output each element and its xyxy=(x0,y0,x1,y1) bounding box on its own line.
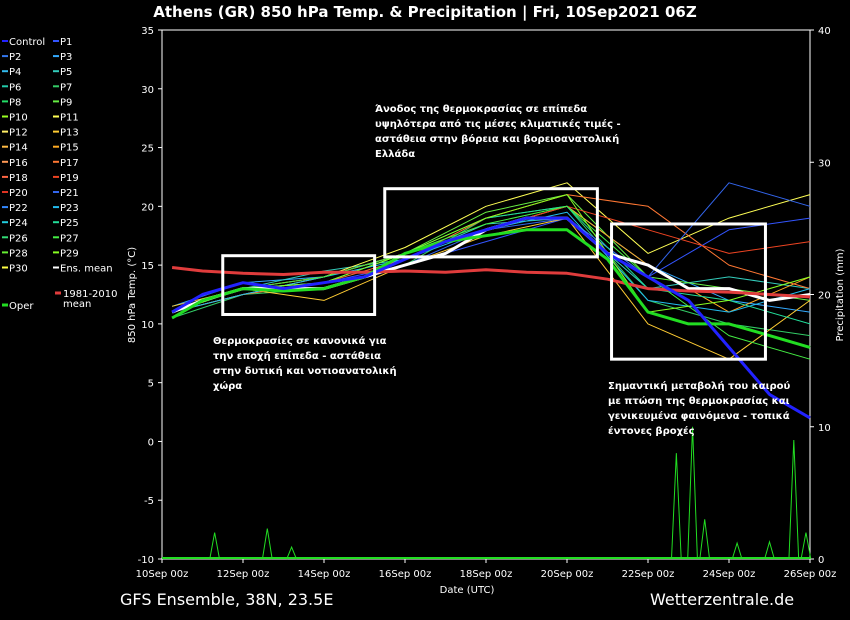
annotation-2-line: Ελλάδα xyxy=(375,148,415,160)
annotation-1-line: χώρα xyxy=(213,380,242,392)
x-tick-label: 18Sep 00z xyxy=(460,569,513,580)
legend-label: P30 xyxy=(9,264,28,275)
y2-tick-label: 30 xyxy=(818,158,831,169)
annotation-1-line: Θερμοκρασίες σε κανονικά για xyxy=(213,335,387,347)
legend-label: P25 xyxy=(60,218,79,229)
footer-model-info: GFS Ensemble, 38N, 23.5E xyxy=(120,590,333,609)
y2-tick-label: 10 xyxy=(818,423,831,434)
series-line-oper xyxy=(171,228,811,349)
precipitation-spike xyxy=(286,545,297,560)
legend-label: P15 xyxy=(60,143,79,154)
series-line-p19 xyxy=(171,205,811,313)
y-tick-label: 20 xyxy=(141,202,154,213)
legend-label: P24 xyxy=(9,218,28,229)
x-tick-label: 14Sep 00z xyxy=(298,569,351,580)
y2-tick-label: 20 xyxy=(818,291,831,302)
legend-label: P10 xyxy=(9,113,28,124)
legend-label: P21 xyxy=(60,188,79,199)
x-tick-label: 24Sep 00z xyxy=(703,569,756,580)
x-tick-label: 12Sep 00z xyxy=(217,569,270,580)
x-tick-label: 20Sep 00z xyxy=(541,569,594,580)
y-tick-label: -5 xyxy=(144,496,154,507)
legend-label-climatology: 1981-2010 xyxy=(63,289,118,300)
footer-site-name: Wetterzentrale.de xyxy=(650,590,794,609)
y-tick-label: -10 xyxy=(138,555,154,566)
legend-label: P6 xyxy=(9,82,21,93)
y-tick-label: 15 xyxy=(141,261,154,272)
legend-label: P14 xyxy=(9,143,28,154)
legend-label: P13 xyxy=(60,128,79,139)
series-line-p15 xyxy=(171,205,811,313)
y-tick-label: 0 xyxy=(148,437,154,448)
annotation-box-2 xyxy=(383,187,599,259)
annotation-3-line: έντονες βροχές xyxy=(608,425,695,437)
legend-label: P8 xyxy=(9,97,21,108)
legend-label: P28 xyxy=(9,248,28,259)
annotation-1-line: στην δυτική και νοτιοανατολική xyxy=(213,365,397,377)
legend-label: Ens. mean xyxy=(60,264,113,275)
legend-label: P11 xyxy=(60,113,79,124)
x-tick-label: 10Sep 00z xyxy=(136,569,189,580)
legend-label: P2 xyxy=(9,52,21,63)
chart-title: Athens (GR) 850 hPa Temp. & Precipitatio… xyxy=(153,3,697,22)
precipitation-spike xyxy=(764,539,775,560)
annotation-3-line: γενικευμένα φαινόμενα - τοπικά xyxy=(608,410,790,422)
legend-label: P16 xyxy=(9,158,28,169)
legend-label: Control xyxy=(9,37,45,48)
legend-label-oper: Oper xyxy=(9,301,34,312)
legend-label: P1 xyxy=(60,37,72,48)
precipitation-spike xyxy=(788,439,800,560)
series-line-control xyxy=(171,216,811,420)
annotation-1-line: την εποχή επίπεδα - αστάθεια xyxy=(213,350,381,362)
y-tick-label: 30 xyxy=(141,85,154,96)
annotation-box-3 xyxy=(610,222,767,361)
legend-label: P17 xyxy=(60,158,79,169)
legend-label: P3 xyxy=(60,52,72,63)
series-line-1981-2010-mean xyxy=(171,266,811,299)
x-tick-label: 16Sep 00z xyxy=(379,569,432,580)
annotation-3-line: με πτώση της θερμοκρασίας και xyxy=(608,395,790,407)
legend-label: P23 xyxy=(60,203,79,214)
legend-label: P27 xyxy=(60,233,79,244)
y-tick-label: 10 xyxy=(141,320,154,331)
y2-axis-label: Precipitation (mm) xyxy=(835,248,846,341)
legend-label: P22 xyxy=(9,203,28,214)
y2-tick-label: 40 xyxy=(818,26,831,37)
y-tick-label: 5 xyxy=(148,379,154,390)
precipitation-spike xyxy=(687,426,698,560)
legend-label-climatology-mean: mean xyxy=(63,299,91,310)
legend-label: P26 xyxy=(9,233,28,244)
legend-label: P12 xyxy=(9,128,28,139)
annotation-2-line: υψηλότερα από τις μέσες κλιματικές τιμές… xyxy=(375,118,621,130)
plot-area: -10 -5 0 5 10 15 20 25 30 35 0 10 20 30 40 10Sep 00z 12S… xyxy=(2,26,836,580)
precipitation-spike xyxy=(800,532,812,560)
x-tick-label: 22Sep 00z xyxy=(622,569,675,580)
legend-label: P7 xyxy=(60,82,72,93)
y2-tick-label: 0 xyxy=(818,555,824,566)
precipitation-spike xyxy=(209,532,221,560)
annotation-2-line: Άνοδος της θερμοκρασίας σε επίπεδα xyxy=(375,103,587,115)
legend-label: P29 xyxy=(60,248,79,259)
precipitation-spike xyxy=(670,453,682,560)
legend-label: P4 xyxy=(9,67,21,78)
x-tick-label: 26Sep 00z xyxy=(784,569,837,580)
legend-label: P5 xyxy=(60,67,72,78)
legend-label: P18 xyxy=(9,173,28,184)
precipitation-spike xyxy=(261,528,273,560)
precipitation-spike xyxy=(731,541,743,560)
y-axis-label: 850 hPa Temp. (°C) xyxy=(127,247,138,343)
annotation-box-1 xyxy=(221,254,377,316)
annotation-2-line: αστάθεια στην βόρεια και βορειοανατολική xyxy=(375,133,619,145)
legend-label: P19 xyxy=(60,173,79,184)
y-tick-label: 35 xyxy=(141,26,154,37)
y-tick-label: 25 xyxy=(141,144,154,155)
legend-label: P20 xyxy=(9,188,28,199)
x-axis-label: Date (UTC) xyxy=(440,585,495,596)
series-line-p3 xyxy=(171,205,811,313)
precipitation-spike xyxy=(699,519,711,560)
legend-label: P9 xyxy=(60,97,72,108)
annotation-3-line: Σημαντική μεταβολή του καιρού xyxy=(608,380,790,392)
